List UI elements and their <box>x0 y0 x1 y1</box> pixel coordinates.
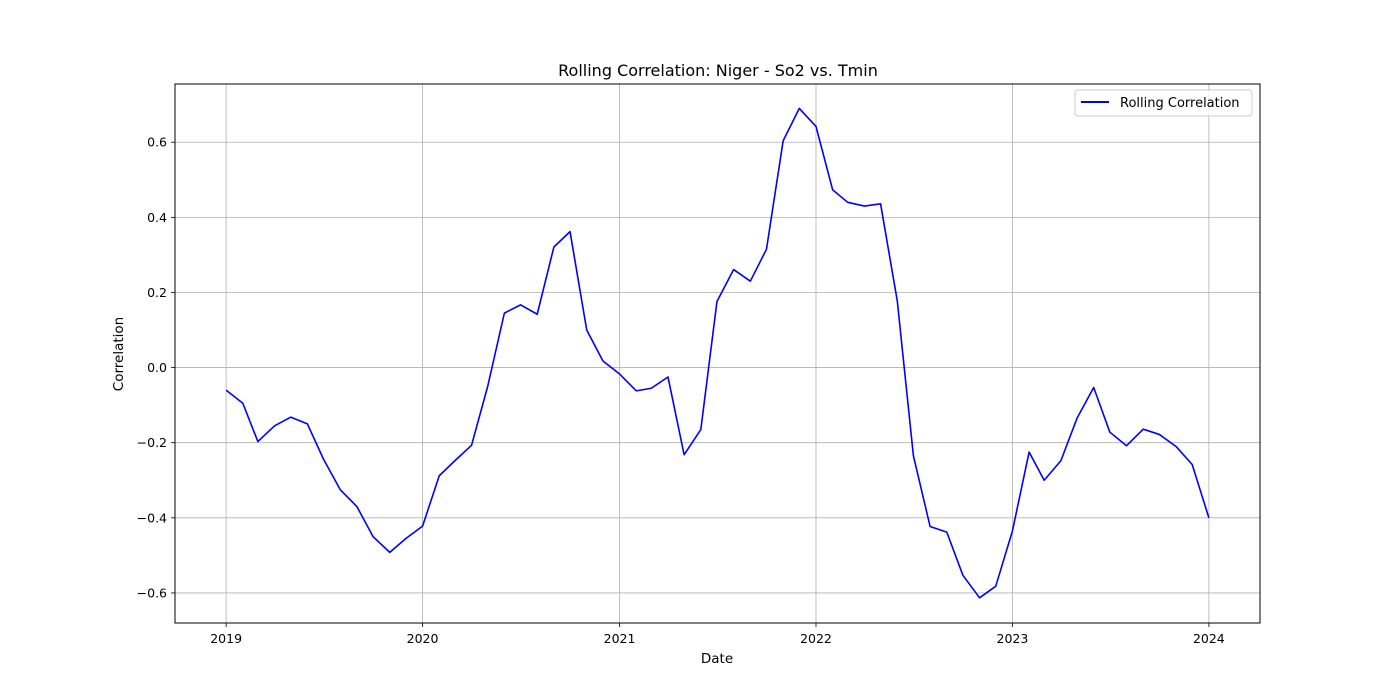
x-axis-ticks: 2019 2020 2021 2022 2023 2024 <box>210 623 1225 646</box>
y-tick-label: −0.2 <box>137 435 167 450</box>
x-tick-label: 2024 <box>1193 631 1225 646</box>
y-tick-label: −0.4 <box>137 510 167 525</box>
x-tick-label: 2021 <box>604 631 636 646</box>
legend: Rolling Correlation <box>1074 89 1253 117</box>
x-axis-title: Date <box>701 651 733 667</box>
plot-frame <box>174 83 1261 624</box>
y-axis-ticks: 0.6 0.4 0.2 0.0 −0.2 −0.4 −0.6 <box>137 135 175 600</box>
y-tick-label: 0.6 <box>147 135 167 150</box>
series-line-rolling-correlation <box>225 107 1210 599</box>
y-axis-title: Correlation <box>111 317 127 391</box>
x-tick-label: 2022 <box>800 631 832 646</box>
series-layer <box>225 107 1210 599</box>
legend-label: Rolling Correlation <box>1120 96 1240 111</box>
grid-lines <box>175 84 1260 623</box>
x-tick-label: 2020 <box>407 631 439 646</box>
y-tick-label: 0.4 <box>147 210 167 225</box>
x-tick-label: 2019 <box>210 631 242 646</box>
legend-box <box>1074 89 1253 117</box>
x-tick-label: 2023 <box>997 631 1029 646</box>
y-tick-label: 0.2 <box>147 285 167 300</box>
chart-title: Rolling Correlation: Niger - So2 vs. Tmi… <box>558 61 878 80</box>
y-tick-label: −0.6 <box>137 585 167 600</box>
y-tick-label: 0.0 <box>147 360 167 375</box>
